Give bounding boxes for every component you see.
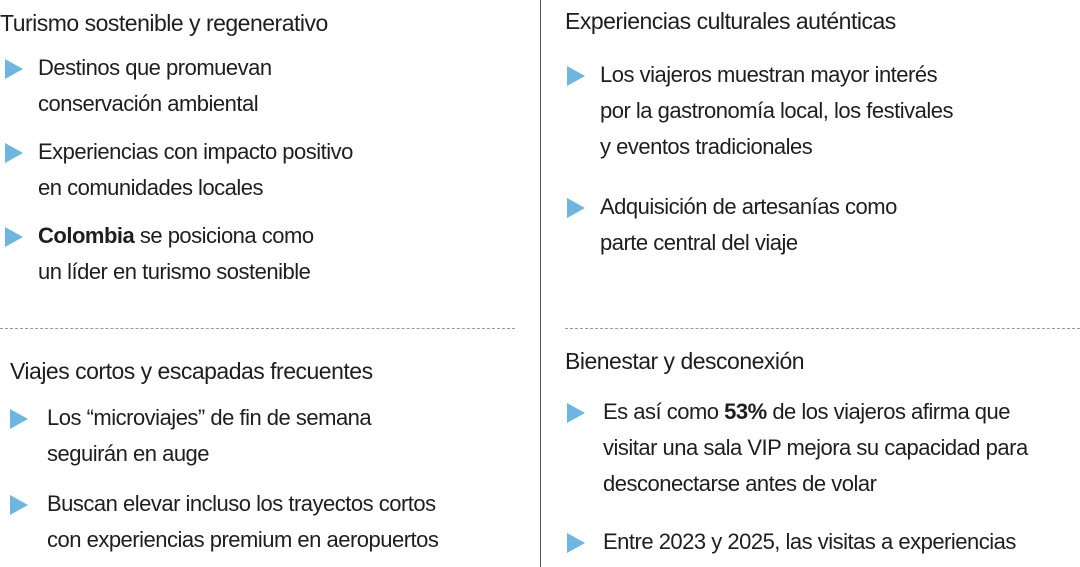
section-divider [0, 328, 515, 329]
bullet-line: un líder en turismo sostenible [38, 259, 311, 284]
bullet-line: Los viajeros muestran mayor interés [600, 62, 938, 87]
bullet-arrow [10, 409, 28, 429]
bullet-line: Adquisición de artesanías como [600, 194, 897, 219]
bullet-item: Entre 2023 y 2025, las visitas a experie… [565, 524, 1028, 560]
bullet-arrow [5, 143, 23, 163]
bullet-line: por la gastronomía local, los festivales [600, 98, 953, 123]
bullet-item: Destinos que promuevan conservación ambie… [0, 50, 353, 122]
bullet-item: Los “microviajes” de fin de semana seguir… [10, 400, 438, 472]
section-title: Turismo sostenible y regenerativo [0, 10, 328, 36]
bullet-line: parte central del viaje [600, 230, 798, 255]
text-fragment: de los viajeros afirma que [766, 399, 1010, 424]
text-fragment: se posiciona como [134, 223, 314, 248]
bullet-item: Buscan elevar incluso los trayectos cort… [10, 486, 439, 558]
section-title: Bienestar y desconexión [565, 348, 805, 374]
text-fragment: Es así como [603, 399, 725, 424]
section: Viajes cortos y escapadas frecuentes Los … [10, 356, 439, 558]
section: Turismo sostenible y regenerativo Destino… [0, 8, 353, 290]
bold-text: 53% [724, 399, 767, 424]
bullet-line: Buscan elevar incluso los trayectos cort… [47, 491, 436, 516]
bullet-item: Experiencias con impacto positivo en comu… [0, 134, 353, 206]
column-divider [540, 0, 541, 567]
bullet-arrow [10, 495, 28, 515]
section-title: Experiencias culturales auténticas [565, 8, 896, 34]
section: Experiencias culturales auténticas Los vi… [565, 6, 953, 261]
section-title: Viajes cortos y escapadas frecuentes [10, 358, 373, 384]
bullet-line: Es así como 53% de los viajeros afirma q… [603, 394, 1028, 430]
bullet-line: Los “microviajes” de fin de semana [47, 405, 372, 430]
bullet-line: Entre 2023 y 2025, las visitas a experie… [603, 529, 1016, 554]
bullet-line: con experiencias premium en aeropuertos [47, 527, 439, 552]
bullet-arrow [567, 198, 585, 218]
bullet-line: conservación ambiental [38, 91, 259, 116]
section: Bienestar y desconexión Es así como 53% d… [565, 346, 1028, 560]
bullet-line: Experiencias con impacto positivo [38, 139, 353, 164]
bullet-line: desconectarse antes de volar [603, 471, 877, 496]
bullet-line: en comunidades locales [38, 175, 264, 200]
bullet-item: Colombia se posiciona como un líder en tu… [0, 218, 353, 290]
bullet-line: Colombia se posiciona como [38, 218, 353, 254]
bullet-line: seguirán en auge [47, 441, 210, 466]
bullet-line: Destinos que promuevan [38, 55, 272, 80]
bullet-arrow [567, 66, 585, 86]
bullet-item: Es así como 53% de los viajeros afirma q… [565, 394, 1028, 502]
section-divider [565, 328, 1080, 329]
bullet-item: Los viajeros muestran mayor interés por l… [565, 57, 953, 165]
bullet-line: y eventos tradicionales [600, 134, 813, 159]
bullet-arrow [567, 403, 585, 423]
bold-text: Colombia [38, 223, 135, 248]
bullet-arrow [5, 227, 23, 247]
bullet-arrow [5, 59, 23, 79]
bullet-arrow [567, 533, 585, 553]
bullet-item: Adquisición de artesanías como parte cent… [565, 189, 953, 261]
bullet-line: visitar una sala VIP mejora su capacidad… [603, 435, 1028, 460]
